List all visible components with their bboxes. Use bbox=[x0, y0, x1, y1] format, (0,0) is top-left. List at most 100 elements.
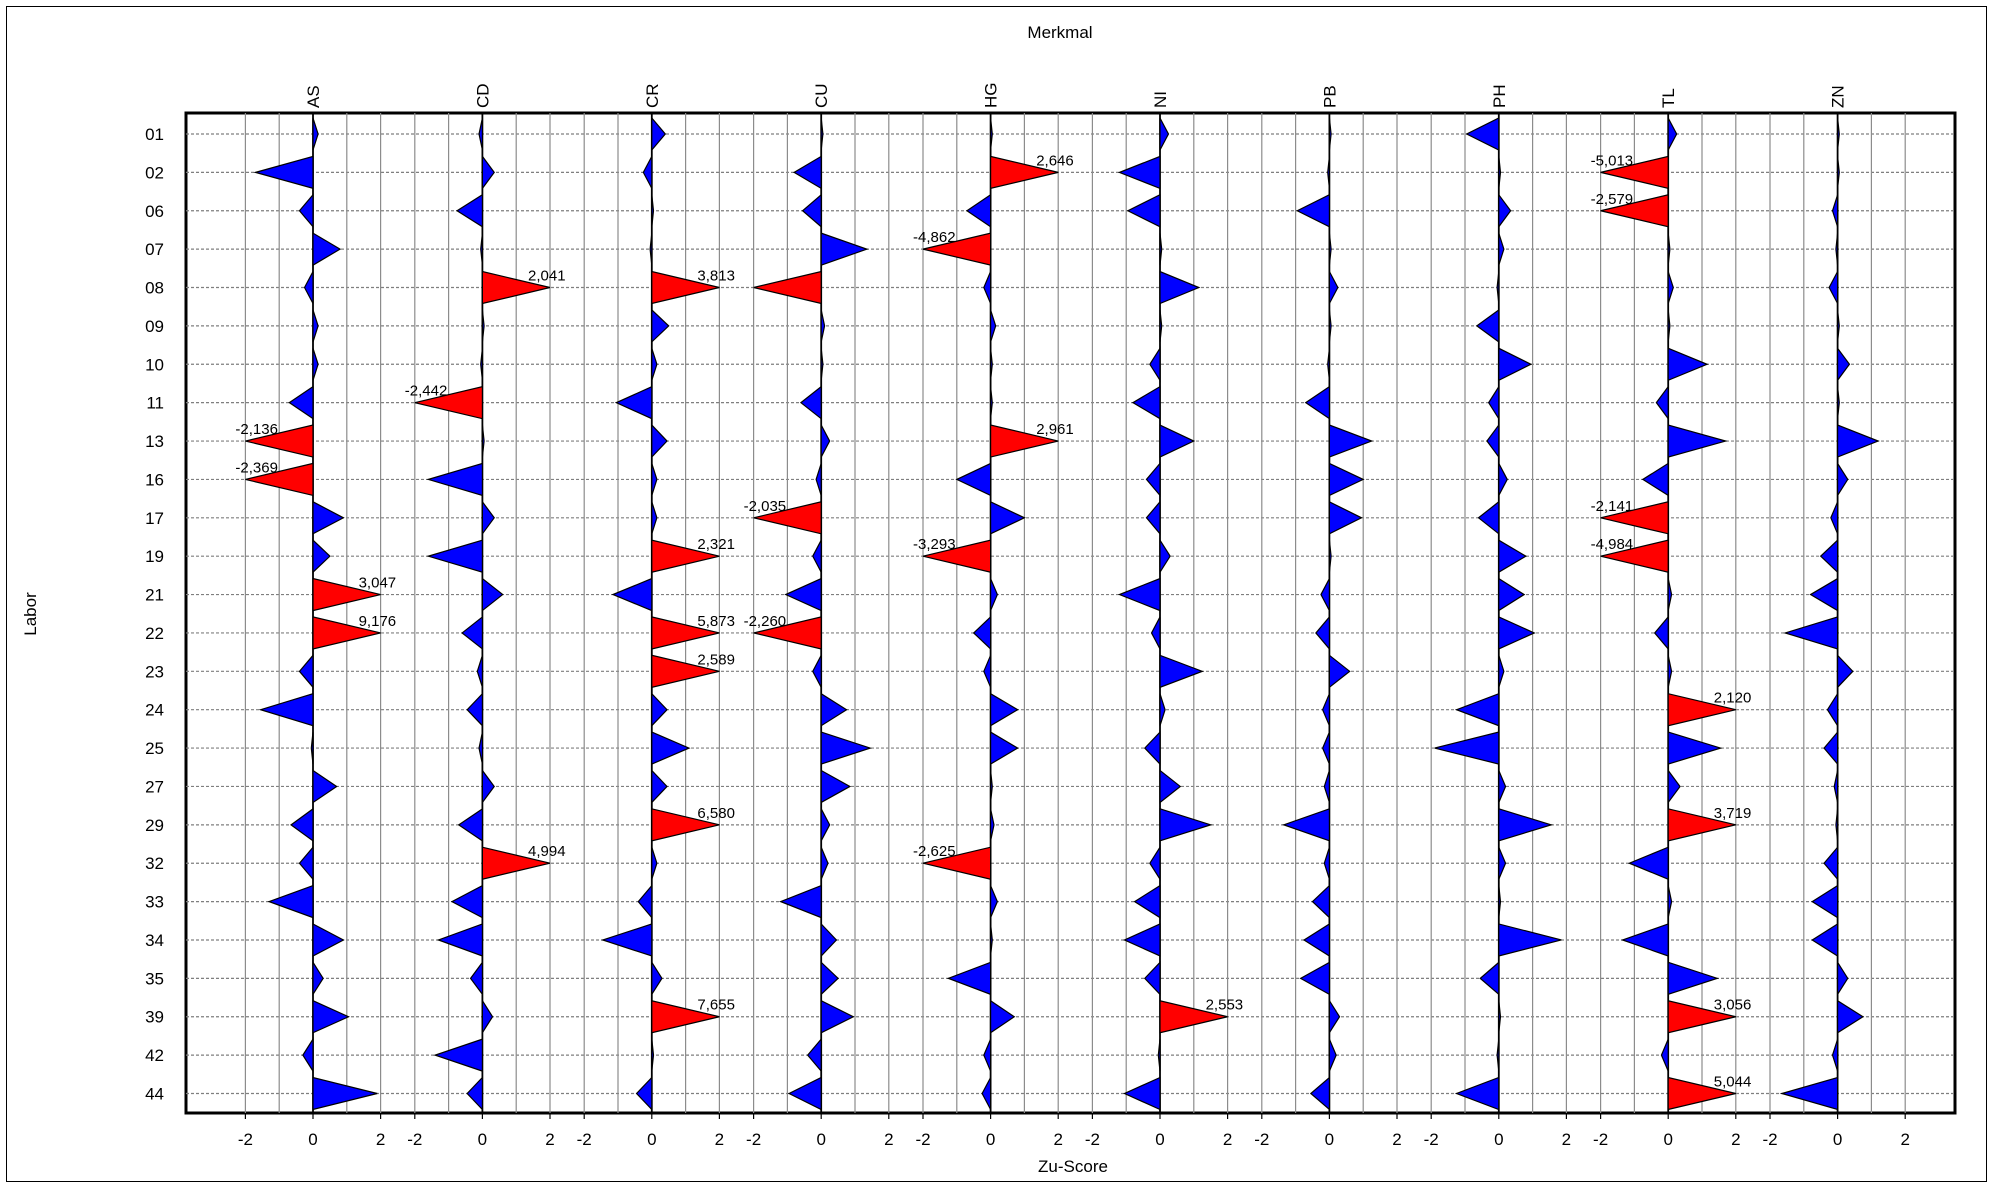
chart-title: Merkmal bbox=[1027, 23, 1092, 42]
y-tick-label: 29 bbox=[145, 816, 164, 835]
zscore-triangle bbox=[1826, 691, 1839, 728]
zscore-triangle bbox=[1133, 884, 1161, 919]
zscore-triangle bbox=[651, 847, 658, 880]
zscore-triangle bbox=[1487, 384, 1500, 421]
zscore-triangle bbox=[989, 808, 995, 841]
x-tick-label: 0 bbox=[647, 1130, 656, 1149]
zscore-triangle bbox=[1498, 923, 1562, 957]
zscore-triangle bbox=[1779, 1076, 1839, 1111]
zscore-triangle bbox=[651, 270, 720, 305]
x-tick-label: 0 bbox=[1155, 1130, 1164, 1149]
zscore-triangle bbox=[312, 616, 381, 650]
zscore-triangle bbox=[1465, 117, 1500, 151]
data-label: -2,369 bbox=[235, 459, 278, 476]
y-tick-label: 23 bbox=[145, 662, 164, 681]
zscore-triangle bbox=[481, 577, 504, 612]
zscore-triangle bbox=[457, 807, 483, 842]
x-tick-label: 0 bbox=[1663, 1130, 1672, 1149]
zscore-triangle bbox=[651, 463, 658, 496]
zscore-triangle bbox=[1123, 1076, 1161, 1111]
zscore-triangle bbox=[989, 923, 993, 957]
data-label: 3,056 bbox=[1714, 997, 1752, 1014]
data-label: -2,442 bbox=[405, 383, 448, 400]
data-label: -2,625 bbox=[913, 843, 956, 860]
zscore-triangle bbox=[1328, 462, 1365, 497]
zscore-triangle bbox=[1809, 577, 1839, 612]
data-label: -2,141 bbox=[1591, 498, 1634, 515]
zscore-triangle bbox=[1667, 768, 1681, 805]
zscore-triangle bbox=[981, 1077, 992, 1110]
zscore-triangle bbox=[1836, 309, 1840, 342]
y-tick-label: 35 bbox=[145, 969, 164, 988]
zscore-triangle bbox=[245, 462, 314, 497]
zscore-triangle bbox=[1321, 693, 1331, 726]
zscore-triangle bbox=[1667, 117, 1678, 151]
y-tick-label: 07 bbox=[145, 240, 164, 259]
zscore-triangle bbox=[1667, 885, 1673, 918]
zscore-triangle bbox=[1323, 770, 1331, 803]
zscore-triangle bbox=[1836, 424, 1880, 458]
zscore-triangle bbox=[478, 731, 483, 765]
column-header: CD bbox=[473, 83, 492, 108]
zscore-triangle bbox=[1117, 155, 1161, 190]
zscore-triangle bbox=[312, 922, 345, 957]
zscore-triangle bbox=[983, 1038, 992, 1072]
data-label: -2,260 bbox=[744, 613, 787, 630]
zscore-triangle bbox=[1328, 540, 1332, 573]
zscore-triangle bbox=[611, 577, 653, 612]
zscore-triangle bbox=[1328, 500, 1363, 535]
data-label: 2,321 bbox=[697, 536, 735, 553]
zscore-triangle bbox=[298, 193, 314, 229]
data-label: 2,120 bbox=[1714, 690, 1752, 707]
y-tick-label: 06 bbox=[145, 202, 164, 221]
zscore-triangle bbox=[820, 348, 824, 381]
zscore-triangle bbox=[1328, 233, 1332, 266]
zscore-triangle bbox=[1475, 308, 1500, 344]
zscore-triangle bbox=[787, 1076, 822, 1111]
zscore-triangle bbox=[1498, 885, 1502, 918]
zscore-triangle bbox=[989, 999, 1016, 1034]
zscore-triangle bbox=[1159, 808, 1213, 842]
zscore-triangle bbox=[820, 922, 838, 958]
zscore-triangle bbox=[1667, 1076, 1736, 1111]
zscore-triangle bbox=[414, 385, 483, 420]
zscore-triangle bbox=[651, 692, 668, 728]
zscore-triangle bbox=[258, 692, 314, 727]
y-tick-label: 08 bbox=[145, 279, 164, 298]
zscore-triangle bbox=[651, 116, 667, 152]
zscore-triangle bbox=[1299, 961, 1331, 996]
data-label: -2,136 bbox=[235, 421, 278, 438]
zscore-triangle bbox=[1667, 961, 1720, 996]
zscore-triangle bbox=[635, 1075, 653, 1112]
zscore-triangle bbox=[614, 385, 653, 420]
zscore-triangle bbox=[820, 424, 831, 458]
zscore-triangle bbox=[820, 846, 829, 880]
zscore-triangle bbox=[1327, 156, 1331, 189]
y-tick-label: 25 bbox=[145, 739, 164, 758]
zscore-triangle bbox=[312, 117, 319, 151]
zscore-triangle bbox=[303, 271, 314, 304]
zscore-triangle bbox=[1836, 386, 1840, 419]
x-tick-label: 2 bbox=[1223, 1130, 1232, 1149]
zscore-triangle bbox=[1304, 385, 1331, 420]
x-tick-label: 0 bbox=[1494, 1130, 1503, 1149]
zscore-triangle bbox=[1833, 770, 1839, 803]
zscore-triangle bbox=[983, 271, 992, 304]
x-tick-label: 2 bbox=[884, 1130, 893, 1149]
zscore-triangle bbox=[1653, 615, 1669, 651]
zscore-triangle bbox=[820, 960, 839, 996]
zscore-triangle bbox=[1328, 309, 1332, 342]
zscore-triangle bbox=[481, 424, 485, 458]
x-tick-label: 0 bbox=[308, 1130, 317, 1149]
zscore-triangle bbox=[1328, 271, 1339, 304]
zscore-triangle bbox=[1498, 156, 1502, 189]
zscore-triangle bbox=[820, 232, 869, 266]
column-header: PH bbox=[1490, 84, 1509, 108]
zscore-triangle bbox=[1496, 1039, 1500, 1072]
x-tick-label: -2 bbox=[1762, 1130, 1777, 1149]
zscore-triangle bbox=[481, 154, 495, 191]
zscore-triangle bbox=[1496, 271, 1500, 304]
zscore-triangle bbox=[812, 539, 822, 573]
y-axis-label: Labor bbox=[21, 592, 40, 636]
zscore-triangle bbox=[1159, 270, 1201, 305]
